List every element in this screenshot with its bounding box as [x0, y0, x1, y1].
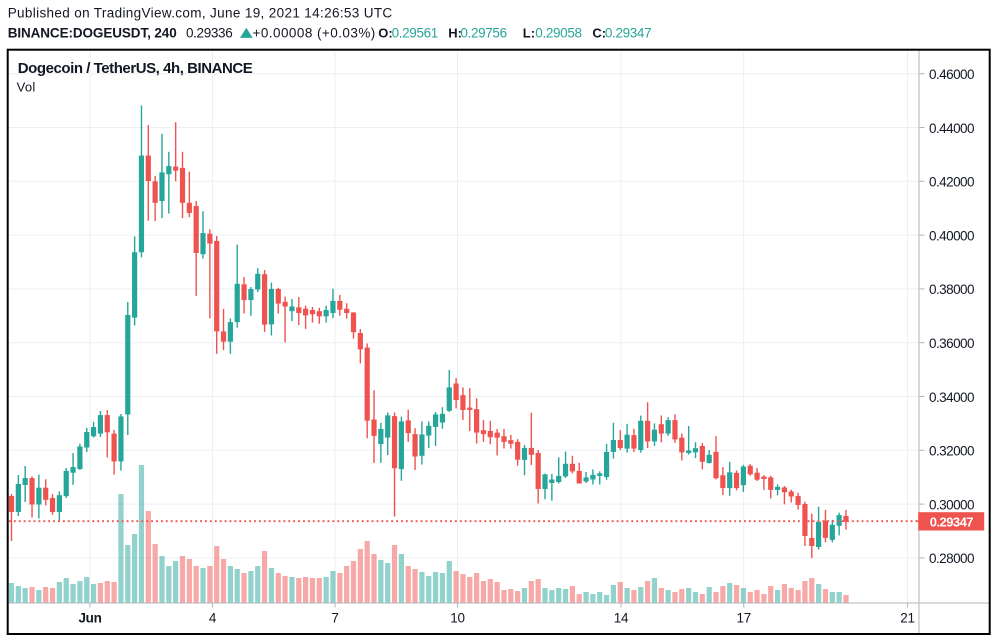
- svg-text:17: 17: [736, 611, 750, 626]
- svg-text:C:: C:: [592, 26, 606, 41]
- svg-text:0.32000: 0.32000: [929, 444, 974, 459]
- svg-text:14: 14: [614, 611, 629, 626]
- svg-text:0.29756: 0.29756: [460, 26, 506, 41]
- svg-text:0.29347: 0.29347: [605, 26, 651, 41]
- svg-text:0.42000: 0.42000: [929, 175, 974, 190]
- svg-text:Jun: Jun: [78, 611, 101, 626]
- svg-text:H:: H:: [448, 26, 462, 41]
- svg-text:+0.00008 (+0.03%): +0.00008 (+0.03%): [253, 26, 376, 41]
- svg-text:0.38000: 0.38000: [929, 282, 974, 297]
- svg-text:O:: O:: [378, 26, 392, 41]
- svg-text:0.29347: 0.29347: [930, 514, 973, 529]
- svg-text:Published on TradingView.com,: Published on TradingView.com, June 19, 2…: [8, 5, 393, 20]
- svg-text:0.29058: 0.29058: [535, 26, 581, 41]
- svg-text:10: 10: [450, 611, 464, 626]
- svg-text:0.28000: 0.28000: [929, 551, 974, 566]
- svg-text:0.46000: 0.46000: [929, 67, 974, 82]
- svg-text:0.30000: 0.30000: [929, 497, 974, 512]
- svg-text:0.29561: 0.29561: [392, 26, 438, 41]
- svg-text:BINANCE:DOGEUSDT, 240: BINANCE:DOGEUSDT, 240: [8, 26, 177, 41]
- svg-text:21: 21: [900, 611, 914, 626]
- svg-text:L:: L:: [523, 26, 535, 41]
- svg-text:0.36000: 0.36000: [929, 336, 974, 351]
- svg-text:0.44000: 0.44000: [929, 121, 974, 136]
- svg-text:0.29336: 0.29336: [186, 26, 232, 41]
- svg-text:4: 4: [209, 611, 217, 626]
- svg-text:Vol: Vol: [17, 79, 36, 94]
- svg-text:0.40000: 0.40000: [929, 228, 974, 243]
- svg-text:7: 7: [331, 611, 338, 626]
- svg-text:Dogecoin / TetherUS, 4h, BINAN: Dogecoin / TetherUS, 4h, BINANCE: [18, 60, 253, 77]
- svg-text:0.34000: 0.34000: [929, 390, 974, 405]
